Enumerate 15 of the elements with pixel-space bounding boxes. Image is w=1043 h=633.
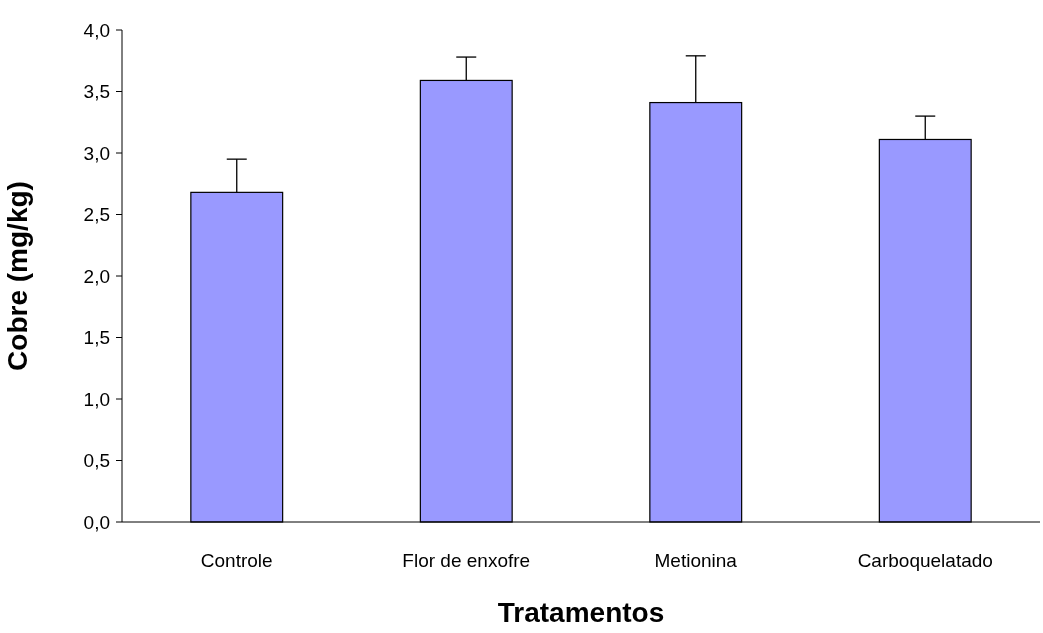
y-tick-label: 1,5 — [83, 327, 110, 349]
x-tick-label: Carboquelatado — [857, 550, 993, 571]
x-tick-label: Controle — [200, 550, 273, 571]
y-tick-label: 2,5 — [83, 204, 110, 226]
y-tick-label: 4,0 — [83, 19, 110, 41]
y-axis-title: Cobre (mg/kg) — [2, 181, 33, 371]
y-tick-label: 2,0 — [83, 265, 110, 287]
y-tick-label: 0,0 — [83, 511, 110, 533]
y-tick-label: 1,0 — [83, 388, 110, 410]
y-tick-label: 3,0 — [83, 142, 110, 164]
x-axis-title: Tratamentos — [497, 597, 665, 628]
x-tick-label: Flor de enxofre — [402, 550, 531, 571]
y-tick-label: 0,5 — [83, 450, 110, 472]
y-tick-label: 3,5 — [83, 81, 110, 103]
x-tick-label: Metionina — [654, 550, 738, 571]
